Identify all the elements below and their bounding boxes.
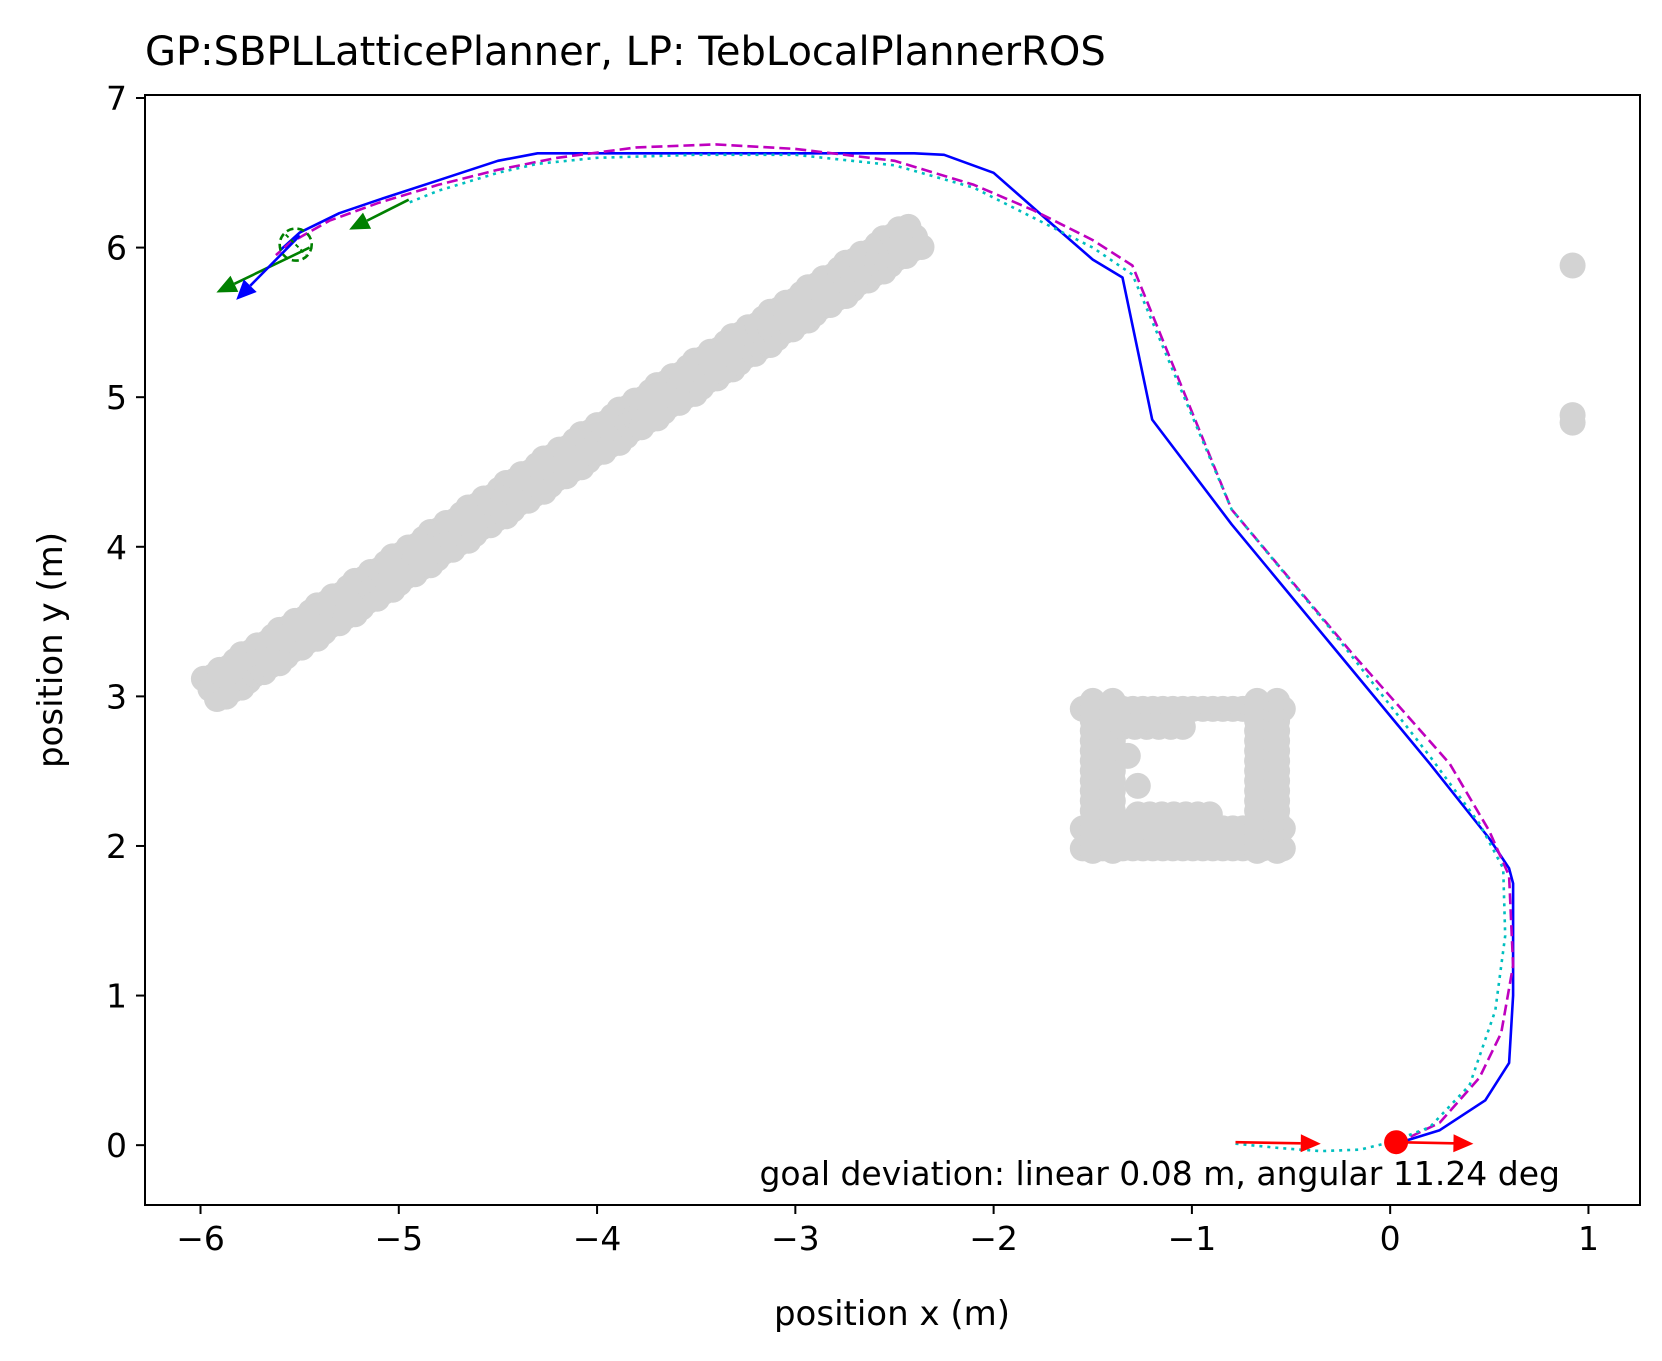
x-tick-label: 1: [1578, 1219, 1599, 1258]
arrow-head: [1300, 1134, 1321, 1153]
arrow-head: [216, 275, 239, 293]
x-tick-label: −3: [771, 1219, 820, 1258]
x-axis-label: position x (m): [774, 1294, 1010, 1334]
goal-marker-cross: [284, 233, 307, 256]
goal-deviation-annotation: goal deviation: linear 0.08 m, angular 1…: [759, 1154, 1560, 1193]
y-tick-label: 1: [106, 977, 127, 1016]
chart-title: GP:SBPLLatticePlanner, LP: TebLocalPlann…: [145, 29, 1106, 75]
arrow-head: [349, 212, 372, 230]
y-tick-label: 7: [106, 79, 127, 118]
arrow-shaft: [249, 234, 301, 287]
obstacle-point: [1099, 837, 1126, 864]
obstacle-point: [1264, 837, 1291, 864]
obstacle-point: [1196, 801, 1223, 828]
arrow-head: [1453, 1134, 1474, 1153]
x-tick-label: 0: [1380, 1219, 1401, 1258]
obstacle-point: [1169, 713, 1196, 740]
obstacle-point: [908, 234, 935, 260]
path-solid: [278, 152, 1515, 1145]
axis-ticks: −6 −5 −4 −3 −2 −1 0 1 0 1 2 3 4 5 6 7: [106, 79, 1599, 1258]
obstacle-point: [1244, 837, 1271, 864]
path-dotted: [408, 153, 1507, 1153]
obstacle-point: [1079, 837, 1106, 864]
y-tick-label: 3: [106, 677, 127, 716]
y-tick-label: 5: [106, 378, 127, 417]
start-marker: [1384, 1130, 1409, 1155]
arrow-shaft: [233, 246, 311, 285]
axes-frame: [144, 94, 1641, 1206]
obstacle-point: [1124, 772, 1151, 799]
x-tick-label: −2: [969, 1219, 1018, 1258]
x-tick-label: −4: [573, 1219, 622, 1258]
x-tick-label: −6: [176, 1219, 225, 1258]
x-tick-label: −5: [374, 1219, 423, 1258]
goal-marker: [278, 227, 314, 262]
obstacle-point: [1559, 409, 1586, 436]
y-tick-label: 0: [106, 1126, 127, 1165]
y-tick-label: 6: [106, 229, 127, 268]
arrow-head: [236, 279, 257, 300]
path-dashed: [275, 143, 1515, 1145]
y-tick-label: 4: [106, 528, 127, 567]
arrow-shaft: [1235, 1140, 1301, 1145]
arrow-shaft: [366, 198, 410, 222]
plot-area: [190, 143, 1586, 1155]
x-tick-label: −1: [1168, 1219, 1217, 1258]
obstacle-point: [1559, 252, 1586, 279]
obstacle-point: [1114, 742, 1141, 769]
y-axis-label: position y (m): [31, 532, 71, 768]
y-tick-label: 2: [106, 827, 127, 866]
